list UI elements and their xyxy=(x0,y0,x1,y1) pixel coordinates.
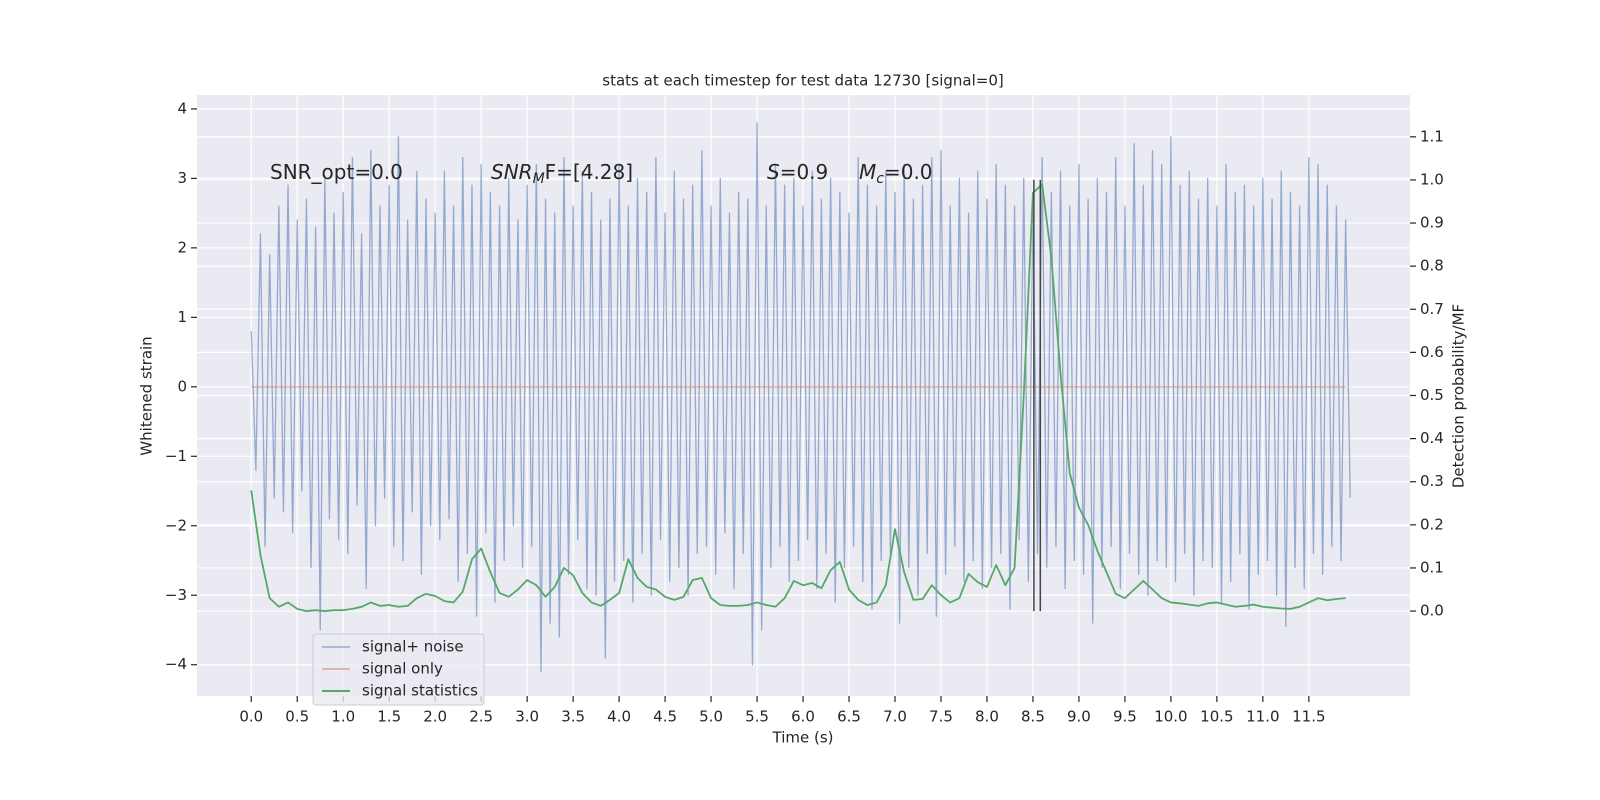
x-axis-label: Time (s) xyxy=(772,729,834,747)
y-tick-label: −1 xyxy=(165,447,187,465)
x-tick-label: 7.5 xyxy=(929,708,953,726)
x-tick-label: 8.5 xyxy=(1021,708,1045,726)
series-line xyxy=(250,122,1351,673)
y2-tick-label: 0.3 xyxy=(1420,472,1444,490)
y2-tick-label: 0.4 xyxy=(1420,429,1444,447)
x-tick-label: 3.0 xyxy=(515,708,539,726)
x-tick-label: 8.0 xyxy=(975,708,999,726)
y2-tick-label: 0.1 xyxy=(1420,558,1444,576)
x-tick-label: 9.5 xyxy=(1113,708,1137,726)
y-tick-label: 0 xyxy=(177,377,187,395)
x-tick-label: 7.0 xyxy=(883,708,907,726)
x-tick-label: 2.5 xyxy=(469,708,493,726)
chart-title: stats at each timestep for test data 127… xyxy=(602,72,1003,90)
y2-axis-label: Detection probability/MF xyxy=(1450,304,1468,488)
x-tick-label: 4.5 xyxy=(653,708,677,726)
annotation-italic: M xyxy=(859,160,876,184)
y2-tick-label: 1.1 xyxy=(1420,127,1444,145)
x-tick-label: 5.0 xyxy=(699,708,723,726)
x-tick-label: 6.0 xyxy=(791,708,815,726)
series-line xyxy=(250,183,1346,612)
x-tick-label: 10.5 xyxy=(1200,708,1233,726)
legend-label: signal+ noise xyxy=(362,638,464,656)
y2-tick-label: 0.9 xyxy=(1420,214,1444,232)
annotation-italic: S xyxy=(767,160,780,184)
y2-tick-label: 0.2 xyxy=(1420,515,1444,533)
x-tick-label: 11.5 xyxy=(1292,708,1325,726)
x-tick-label: 10.0 xyxy=(1154,708,1187,726)
y2-tick-label: 0.5 xyxy=(1420,386,1444,404)
y-axis-label: Whitened strain xyxy=(138,336,156,455)
annotation-sub: c xyxy=(876,171,884,187)
x-tick-label: 4.0 xyxy=(607,708,631,726)
y2-tick-label: 1.0 xyxy=(1420,170,1444,188)
annotation: SNRMF=[4.28] xyxy=(491,160,633,188)
x-tick-label: 2.0 xyxy=(423,708,447,726)
annotation-text: SNR_opt=0.0 xyxy=(270,160,403,184)
annotation-text: F=[4.28] xyxy=(545,160,633,184)
y-tick-label: 2 xyxy=(177,238,187,256)
annotation: Mc=0.0 xyxy=(859,160,933,188)
y-tick-label: 3 xyxy=(177,169,187,187)
annotation: SNR_opt=0.0 xyxy=(270,160,403,184)
x-tick-label: 9.0 xyxy=(1067,708,1091,726)
annotation: S=0.9 xyxy=(767,160,828,184)
y-tick-label: −4 xyxy=(165,655,187,673)
annotation-text: =0.0 xyxy=(884,160,933,184)
x-tick-label: 1.0 xyxy=(331,708,355,726)
legend-label: signal statistics xyxy=(362,682,478,700)
annotation-text: =0.9 xyxy=(780,160,829,184)
annotation-italic: SNR xyxy=(491,160,533,184)
x-tick-label: 0.0 xyxy=(239,708,263,726)
y-tick-label: −2 xyxy=(165,516,187,534)
y-tick-label: −3 xyxy=(165,586,187,604)
x-tick-label: 0.5 xyxy=(285,708,309,726)
x-tick-label: 11.0 xyxy=(1246,708,1279,726)
x-tick-label: 6.5 xyxy=(837,708,861,726)
x-tick-label: 1.5 xyxy=(377,708,401,726)
legend-label: signal only xyxy=(362,660,443,678)
y2-tick-label: 0.7 xyxy=(1420,300,1444,318)
x-tick-label: 5.5 xyxy=(745,708,769,726)
legend-box xyxy=(312,633,485,706)
x-tick-label: 3.5 xyxy=(561,708,585,726)
y2-tick-label: 0.8 xyxy=(1420,257,1444,275)
annotation-sub: M xyxy=(533,171,545,187)
y2-tick-label: 0.6 xyxy=(1420,343,1444,361)
y-tick-label: 4 xyxy=(177,99,187,117)
y2-tick-label: 0.0 xyxy=(1420,602,1444,620)
y-tick-label: 1 xyxy=(177,308,187,326)
